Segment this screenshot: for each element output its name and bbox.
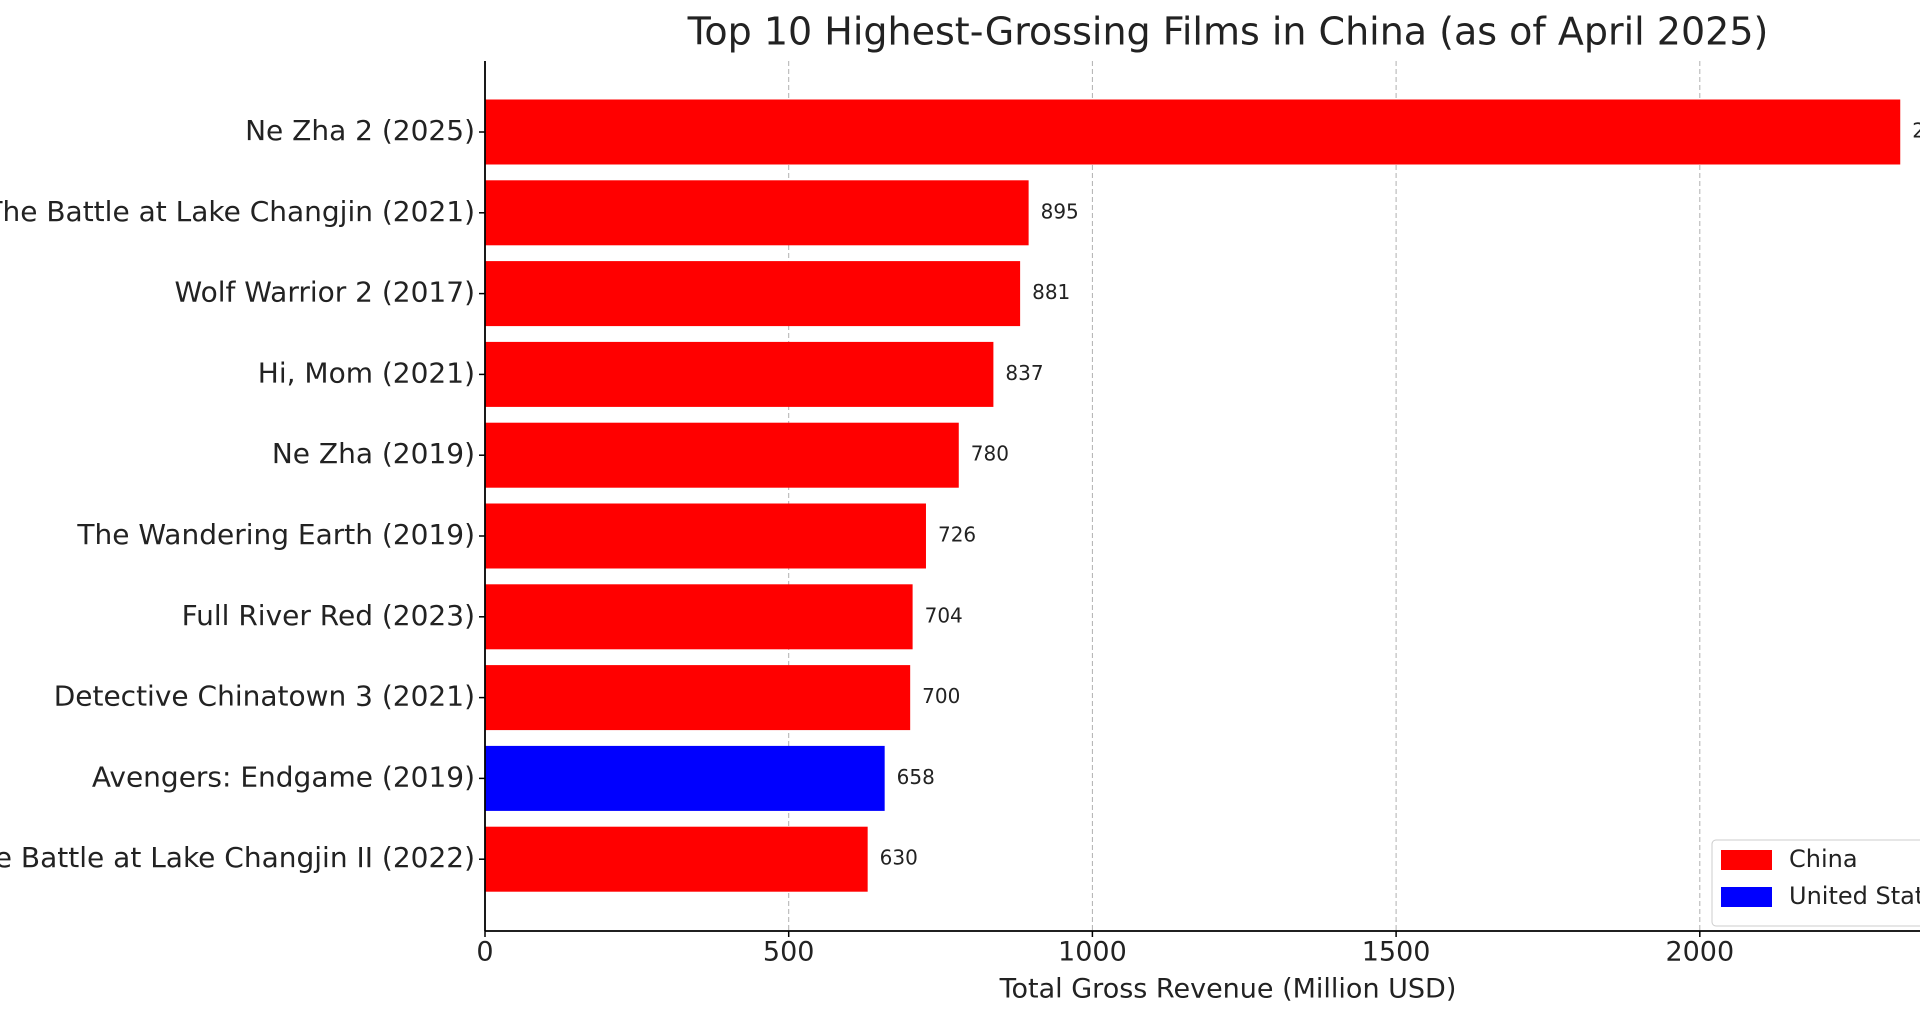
x-tick-label: 0 xyxy=(476,937,493,968)
value-label: 2330 xyxy=(1912,119,1920,143)
value-label: 881 xyxy=(1032,280,1070,304)
x-tick-label: 500 xyxy=(763,937,815,968)
y-tick-label: Avengers: Endgame (2019) xyxy=(92,760,475,793)
bar xyxy=(485,261,1021,327)
bar xyxy=(485,99,1901,165)
legend: China United States xyxy=(1711,839,1920,927)
y-tick-label: Ne Zha (2019) xyxy=(272,437,475,470)
value-label: 630 xyxy=(880,846,918,870)
bar xyxy=(485,584,913,650)
x-tick-label: 1500 xyxy=(1362,937,1431,968)
legend-label: China xyxy=(1789,845,1858,873)
value-label: 704 xyxy=(925,603,963,627)
y-tick-label: The Wandering Earth (2019) xyxy=(76,518,475,551)
value-label: 726 xyxy=(938,523,976,547)
bar xyxy=(485,745,885,811)
value-label: 700 xyxy=(922,684,960,708)
y-tick-label: Ne Zha 2 (2025) xyxy=(245,114,475,147)
bar xyxy=(485,665,911,731)
y-tick-label: Detective Chinatown 3 (2021) xyxy=(54,680,475,713)
bar xyxy=(485,503,926,569)
legend-swatch xyxy=(1721,850,1772,870)
bar xyxy=(485,826,868,892)
y-tick-label: Hi, Mom (2021) xyxy=(258,356,475,389)
value-label: 895 xyxy=(1041,199,1079,223)
bar xyxy=(485,422,959,488)
legend-swatch xyxy=(1721,887,1772,907)
x-tick-label: 2000 xyxy=(1665,937,1734,968)
y-tick-label: Full River Red (2023) xyxy=(182,599,475,632)
chart-title: Top 10 Highest-Grossing Films in China (… xyxy=(687,10,1769,54)
value-label: 837 xyxy=(1005,361,1043,385)
x-tick-label: 1000 xyxy=(1058,937,1127,968)
y-tick-label: Wolf Warrior 2 (2017) xyxy=(175,276,475,309)
x-axis-label: Total Gross Revenue (Million USD) xyxy=(999,974,1457,1005)
y-tick-label: The Battle at Lake Changjin (2021) xyxy=(0,195,475,228)
bar xyxy=(485,341,994,407)
value-label: 658 xyxy=(897,765,935,789)
y-tick-label: The Battle at Lake Changjin II (2022) xyxy=(0,841,475,874)
value-label: 780 xyxy=(971,442,1009,466)
bar xyxy=(485,180,1029,246)
legend-label: United States xyxy=(1789,882,1920,910)
